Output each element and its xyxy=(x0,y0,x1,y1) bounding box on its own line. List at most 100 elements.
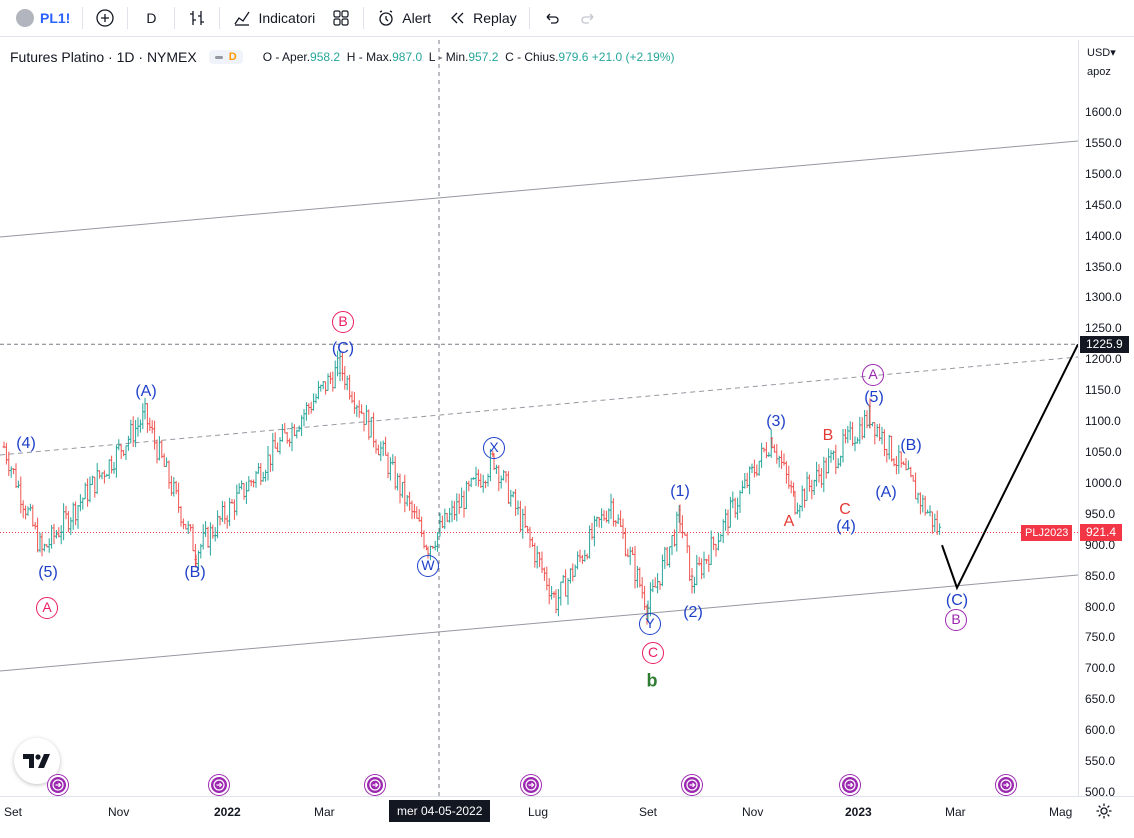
upper-channel-line xyxy=(0,140,1078,238)
wave-label: B xyxy=(332,311,354,333)
grid-icon xyxy=(333,10,349,26)
wave-label: B xyxy=(945,609,967,631)
visibility-icon xyxy=(214,55,223,59)
symbol-label: PL1! xyxy=(40,10,71,26)
price-tick-label: 900.0 xyxy=(1085,537,1116,552)
gear-icon xyxy=(1096,803,1112,819)
alert-label: Alert xyxy=(402,10,432,26)
symbol-search-button[interactable]: PL1! xyxy=(0,0,78,37)
chart-type-button[interactable] xyxy=(179,0,215,37)
legend-ohlc: O - Aper.958.2 H - Max.987.0 L - Min.957… xyxy=(263,50,675,64)
toolbar-divider xyxy=(363,7,365,29)
price-tick-label: 850.0 xyxy=(1085,568,1116,583)
price-tick-label: 1350.0 xyxy=(1085,259,1122,274)
toolbar-divider xyxy=(219,7,221,29)
interval-button[interactable]: D xyxy=(132,0,170,37)
price-tick-label: 1500.0 xyxy=(1085,166,1122,181)
indicators-icon xyxy=(234,11,251,26)
price-tick-label: 1550.0 xyxy=(1085,135,1122,150)
event-marker[interactable] xyxy=(996,775,1016,795)
crosshair-date-label: mer 04-05-2022 xyxy=(389,800,491,822)
legend-title: Futures Platino · 1D · NYMEX xyxy=(10,49,197,65)
time-tick-label: Nov xyxy=(108,805,130,819)
contract-label-tag: PLJ2023 xyxy=(1021,525,1073,541)
wave-label: A xyxy=(36,597,58,619)
price-axis[interactable]: 1600.0 1550.0 1500.0 1450.0 1400.0 1350.0 1300… xyxy=(1078,40,1134,799)
event-marker[interactable] xyxy=(48,775,68,795)
event-icon xyxy=(1000,779,1012,791)
price-tick-label: 650.0 xyxy=(1085,692,1116,707)
wave-label: b xyxy=(646,670,658,691)
currency-label: USD xyxy=(1087,47,1111,59)
legend-high-label: H - Max. xyxy=(346,50,393,64)
indicators-button[interactable]: Indicatori xyxy=(224,0,323,37)
legend-low-value: 957.2 xyxy=(468,50,499,64)
wave-label: W xyxy=(417,555,439,577)
price-tick-label: 500.0 xyxy=(1085,785,1116,799)
price-tick-label: 1150.0 xyxy=(1085,383,1121,398)
alarm-clock-icon xyxy=(379,10,393,26)
wave-label: (B) xyxy=(184,564,206,581)
legend-open-label: O - Aper. xyxy=(262,50,311,64)
mid-channel-line xyxy=(0,356,1078,456)
toolbar-divider xyxy=(127,7,129,29)
toolbar-divider xyxy=(528,7,530,29)
wave-label: C xyxy=(642,642,664,664)
event-marker[interactable] xyxy=(682,775,702,795)
wave-label: (A) xyxy=(875,484,897,501)
indicators-label: Indicatori xyxy=(258,10,316,26)
target-price-tag: 1225.9 xyxy=(1080,336,1129,353)
chart-legend: Futures Platino · 1D · NYMEX D O - Aper.… xyxy=(10,49,675,65)
currency-select[interactable]: USD▾ xyxy=(1087,46,1116,59)
price-tick-label: 750.0 xyxy=(1085,630,1116,645)
chart-pane[interactable] xyxy=(0,40,1078,796)
last-price-tag: 921.4 xyxy=(1080,524,1123,541)
undo-button[interactable] xyxy=(534,0,570,37)
price-tick-label: 1050.0 xyxy=(1085,445,1122,459)
price-tick-label: 1600.0 xyxy=(1085,105,1122,119)
plus-circle-icon xyxy=(96,9,114,27)
add-symbol-button[interactable] xyxy=(87,0,123,37)
redo-button[interactable] xyxy=(570,0,606,37)
wave-label: A xyxy=(862,364,884,386)
price-tick-label: 600.0 xyxy=(1085,723,1116,738)
chart-settings-button[interactable] xyxy=(1095,802,1113,825)
price-chart[interactable] xyxy=(0,40,1078,796)
time-tick-label: Mar xyxy=(945,805,966,819)
bars-chart-icon xyxy=(190,11,205,25)
interval-label: D xyxy=(146,10,157,26)
alert-button[interactable]: Alert xyxy=(368,0,439,37)
wave-label: (1) xyxy=(670,483,690,500)
replay-label: Replay xyxy=(473,10,517,26)
wave-label: (5) xyxy=(864,389,884,406)
price-tick-label: 1000.0 xyxy=(1085,475,1122,490)
event-marker[interactable] xyxy=(365,775,385,795)
legend-open-value: 958.2 xyxy=(310,50,341,64)
legend-badge[interactable]: D xyxy=(208,50,243,64)
wave-label: (2) xyxy=(683,604,703,621)
unit-select[interactable]: apoz xyxy=(1087,66,1111,78)
replay-button[interactable]: Replay xyxy=(439,0,525,37)
price-tick-label: 1300.0 xyxy=(1085,290,1122,305)
wave-label: Y xyxy=(639,613,661,635)
wave-label: B xyxy=(822,427,834,444)
wave-label: (4) xyxy=(16,435,36,452)
toolbar-divider xyxy=(82,7,84,29)
time-axis[interactable]: Set Nov 2022 Mar Lug Set Nov 2023 Mar Mag xyxy=(0,796,1134,826)
event-marker[interactable] xyxy=(521,775,541,795)
wave-label: (C) xyxy=(945,592,969,609)
event-marker[interactable] xyxy=(840,775,860,795)
price-tick-label: 1450.0 xyxy=(1085,197,1122,212)
legend-close-label: C - Chius. xyxy=(505,50,559,64)
price-tick-label: 1400.0 xyxy=(1085,228,1122,243)
wave-label: (3) xyxy=(766,413,786,430)
tradingview-logo-icon xyxy=(23,754,50,768)
event-marker[interactable] xyxy=(209,775,229,795)
legend-low-label: L - Min. xyxy=(428,50,469,64)
layouts-button[interactable] xyxy=(323,0,359,37)
lower-channel-line xyxy=(0,574,1078,672)
event-icon xyxy=(844,779,856,791)
time-tick-label: Mag xyxy=(1049,805,1073,819)
price-tick-label: 1250.0 xyxy=(1085,321,1122,336)
wave-label: C xyxy=(839,501,851,518)
